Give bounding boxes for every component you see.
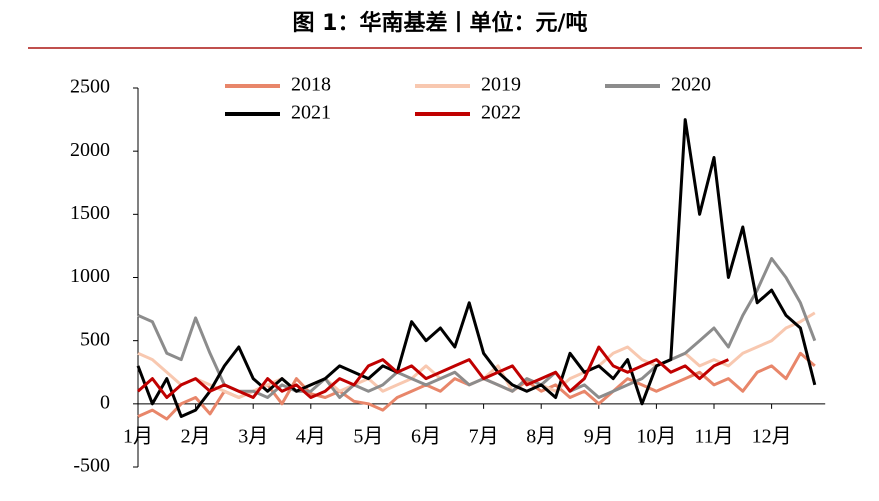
- legend-label: 2021: [291, 102, 331, 124]
- series-line: [137, 351, 816, 421]
- x-tick-label: 7月: [469, 426, 499, 448]
- legend-label: 2022: [481, 102, 521, 124]
- legend-label: 2020: [671, 74, 711, 96]
- x-tick-label: 1月: [123, 426, 153, 448]
- x-tick-label: 12月: [752, 426, 792, 448]
- x-tick-label: 6月: [411, 426, 441, 448]
- y-tick-label: 0: [100, 391, 110, 413]
- y-tick-label: 2000: [70, 139, 110, 161]
- y-tick-label: -500: [73, 455, 110, 477]
- series-line: [136, 118, 817, 418]
- x-tick-label: 4月: [296, 426, 326, 448]
- series-line: [137, 345, 730, 399]
- y-tick-label: 500: [80, 328, 110, 350]
- x-tick-label: 10月: [636, 426, 676, 448]
- y-tick-label: 1000: [70, 265, 110, 287]
- x-tick-label: 11月: [694, 426, 733, 448]
- legend-label: 2019: [481, 74, 521, 96]
- x-tick-label: 9月: [584, 426, 614, 448]
- y-tick-label: 2500: [70, 76, 110, 98]
- series-line: [137, 257, 817, 399]
- x-tick-label: 5月: [353, 426, 383, 448]
- legend-label: 2018: [291, 74, 331, 96]
- x-tick-label: 8月: [526, 426, 556, 448]
- x-tick-label: 2月: [181, 426, 211, 448]
- chart-title: 图 1：华南基差丨单位：元/吨: [292, 10, 587, 36]
- x-tick-label: 3月: [238, 426, 268, 448]
- y-tick-label: 1500: [70, 202, 110, 224]
